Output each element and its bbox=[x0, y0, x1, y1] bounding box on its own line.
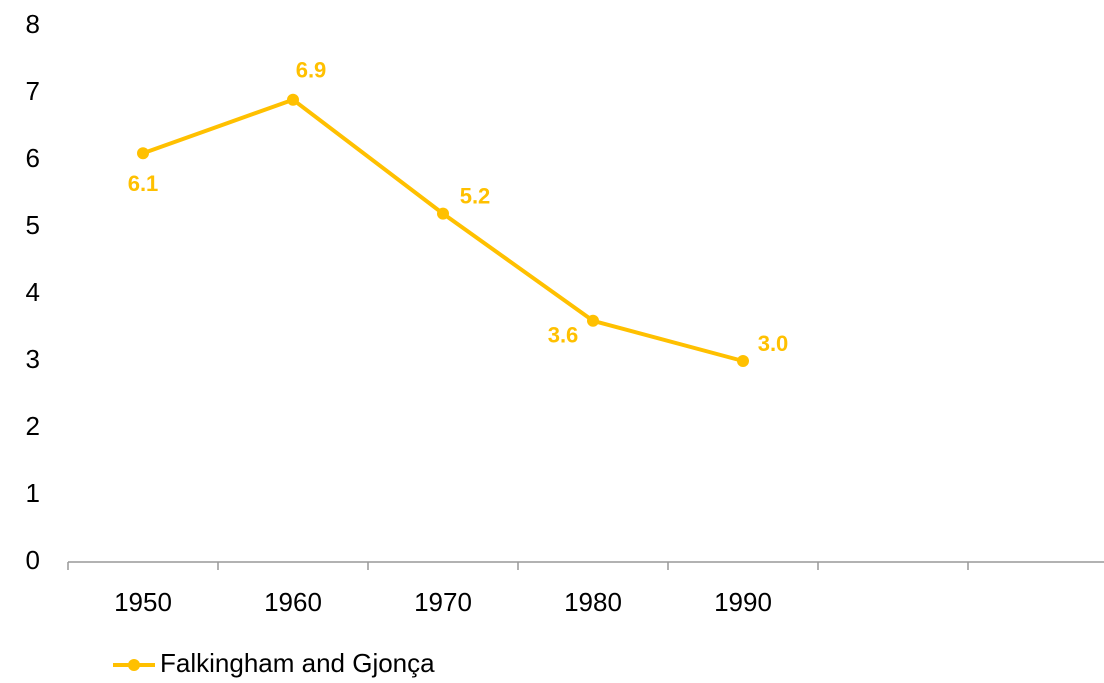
x-tick-label: 1960 bbox=[264, 587, 322, 617]
y-tick-label: 8 bbox=[26, 9, 40, 39]
y-tick-label: 2 bbox=[26, 411, 40, 441]
data-label: 6.1 bbox=[128, 171, 159, 196]
data-point bbox=[737, 355, 749, 367]
y-tick-label: 5 bbox=[26, 210, 40, 240]
y-tick-label: 6 bbox=[26, 143, 40, 173]
y-tick-label: 7 bbox=[26, 76, 40, 106]
y-tick-label: 1 bbox=[26, 478, 40, 508]
data-label: 6.9 bbox=[296, 58, 327, 83]
series-line bbox=[142, 97, 744, 363]
x-tick-label: 1970 bbox=[414, 587, 472, 617]
y-tick-label: 0 bbox=[26, 545, 40, 575]
data-label: 5.2 bbox=[460, 183, 491, 208]
data-label: 3.0 bbox=[758, 331, 789, 356]
y-tick-label: 3 bbox=[26, 344, 40, 374]
legend-marker bbox=[128, 659, 140, 671]
x-tick-label: 1950 bbox=[114, 587, 172, 617]
data-point bbox=[437, 207, 449, 220]
data-label: 3.6 bbox=[548, 323, 579, 348]
data-point bbox=[137, 147, 149, 160]
data-point bbox=[287, 93, 299, 106]
legend-label: Falkingham and Gjonça bbox=[160, 648, 435, 678]
y-tick-label: 4 bbox=[26, 277, 40, 307]
x-tick-label: 1980 bbox=[564, 587, 622, 617]
x-tick-label: 1990 bbox=[714, 587, 772, 617]
data-point bbox=[587, 314, 599, 327]
